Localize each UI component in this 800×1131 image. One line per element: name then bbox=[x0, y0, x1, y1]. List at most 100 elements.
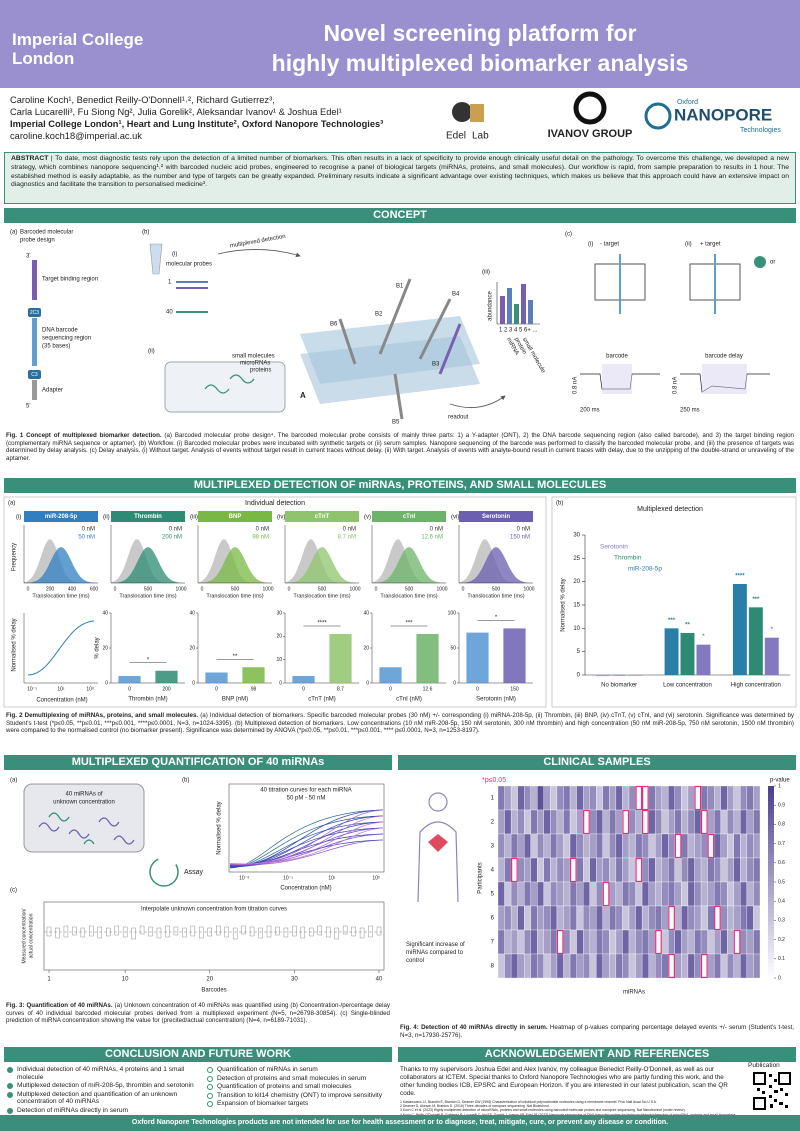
heatmap-cell bbox=[537, 785, 545, 811]
colorbar-tick-label: 0.4 bbox=[778, 899, 785, 905]
heatmap-cell bbox=[753, 953, 761, 979]
titration-curve bbox=[229, 827, 384, 865]
tick-label: 0 bbox=[279, 680, 282, 686]
heatmap-cell bbox=[582, 857, 590, 883]
list-text: Detection of proteins and small molecule… bbox=[217, 1074, 367, 1082]
heatmap-cell bbox=[556, 857, 564, 883]
bar bbox=[155, 670, 178, 683]
bar bbox=[696, 644, 711, 675]
y-tick-label: 15 bbox=[573, 603, 580, 609]
heatmap-cell bbox=[628, 905, 636, 931]
heatmap-cell bbox=[700, 929, 708, 955]
tick-label: 100 bbox=[448, 610, 457, 616]
heatmap-cell bbox=[504, 857, 512, 883]
heatmap-cell bbox=[700, 785, 708, 811]
heatmap-cell bbox=[504, 785, 512, 811]
heatmap-cell bbox=[641, 905, 649, 931]
colorbar-step bbox=[768, 947, 774, 952]
heatmap-cell bbox=[550, 857, 558, 883]
tube bbox=[149, 243, 163, 275]
reference: 1 Kasianowicz JJ, Brandin E, Branton D, … bbox=[400, 1100, 657, 1104]
bar bbox=[329, 634, 352, 683]
heatmap-cell bbox=[733, 905, 741, 931]
squiggle bbox=[48, 812, 95, 845]
bullet bbox=[7, 1067, 13, 1073]
box-glyph bbox=[72, 926, 77, 936]
axis-title: Translocation time (ms) bbox=[206, 593, 263, 599]
list-item: Multiplexed detection of miR-208-5p, thr… bbox=[6, 1082, 202, 1090]
y-tick-label: 10 bbox=[573, 626, 580, 632]
box-glyph bbox=[300, 926, 306, 939]
assay-cycle bbox=[149, 857, 179, 887]
heatmap-cell bbox=[753, 785, 761, 811]
colorbar-step bbox=[768, 805, 774, 810]
heatmap-cell bbox=[668, 785, 675, 811]
box-glyph bbox=[309, 927, 314, 937]
heatmap-cell bbox=[628, 857, 636, 883]
label: DNA barcode bbox=[42, 328, 78, 334]
heatmap-cell bbox=[700, 857, 708, 883]
tick-label: 200 bbox=[46, 586, 55, 592]
heatmap-cell bbox=[746, 953, 754, 979]
box-glyph bbox=[317, 925, 322, 936]
row-label: 5 bbox=[491, 892, 495, 898]
heatmap-cell bbox=[596, 785, 603, 811]
label: - target bbox=[600, 242, 619, 248]
legend-entry: Serotonin bbox=[600, 544, 628, 551]
legend-text: 0 nM bbox=[517, 527, 530, 533]
heatmap-cell bbox=[622, 929, 630, 955]
heatmap-cell bbox=[556, 809, 564, 835]
heatmap-cell bbox=[720, 953, 728, 979]
heatmap-cell bbox=[537, 953, 545, 979]
significance-stars: ** bbox=[685, 623, 690, 629]
y-tick-label: 25 bbox=[573, 556, 580, 562]
logo-text: Oxford bbox=[677, 99, 698, 106]
list-text: Quantification of miRNAs in serum bbox=[217, 1066, 318, 1073]
heatmap-cell bbox=[530, 929, 538, 955]
colorbar-tick-label: 0.1 bbox=[778, 956, 785, 962]
panel-header bbox=[459, 511, 533, 522]
panel-number: (vi) bbox=[451, 515, 459, 521]
heatmap-cell bbox=[655, 809, 662, 835]
bar bbox=[612, 675, 627, 676]
colorbar-title: p-value bbox=[770, 778, 790, 784]
legend-text: 200 nM bbox=[162, 535, 182, 541]
ont-icon bbox=[644, 102, 672, 130]
label: small molecules bbox=[232, 354, 275, 360]
heatmap-cell bbox=[510, 881, 518, 907]
titration-curve bbox=[229, 839, 384, 867]
legend-entry: Thrombin bbox=[614, 555, 642, 562]
heatmap-cell bbox=[635, 905, 643, 931]
box-glyph bbox=[89, 925, 94, 937]
heatmap-cell bbox=[694, 857, 702, 883]
heatmap-cell bbox=[681, 857, 689, 883]
heatmap-cell bbox=[576, 809, 584, 835]
heatmap-cell bbox=[727, 953, 734, 979]
panel-header-text: Thrombin bbox=[134, 514, 162, 520]
histogram bbox=[459, 539, 533, 583]
probe-segment bbox=[32, 318, 37, 366]
bar bbox=[466, 632, 489, 683]
histogram bbox=[198, 547, 272, 583]
tick-label: 40 bbox=[376, 977, 383, 983]
caption-text: (a) Unknown concentration of 40 miRNAs w… bbox=[6, 1002, 390, 1025]
panel-label: (i) bbox=[172, 252, 177, 258]
heatmap-cell bbox=[707, 857, 715, 883]
heatmap-cell bbox=[720, 785, 728, 811]
colorbar-step bbox=[768, 812, 774, 818]
panel-header-text: miR-208-5p bbox=[45, 514, 78, 520]
label: B1 bbox=[396, 284, 404, 290]
heatmap-cell bbox=[727, 785, 734, 811]
heatmap-cell bbox=[628, 809, 636, 835]
heatmap-cell bbox=[727, 833, 734, 859]
tick-label: 400 bbox=[68, 586, 77, 592]
heatmap-cell bbox=[694, 953, 702, 979]
x-tick-label: 200 bbox=[162, 686, 171, 692]
heatmap-cell bbox=[713, 785, 721, 811]
heatmap-cell bbox=[746, 881, 754, 907]
axis-title: cTnT (nM) bbox=[308, 697, 336, 703]
tick-label: 1000 bbox=[523, 586, 534, 592]
heatmap-cell bbox=[720, 905, 728, 931]
x-tick-label: 12.6 bbox=[423, 686, 433, 692]
heatmap-cell bbox=[589, 881, 597, 907]
